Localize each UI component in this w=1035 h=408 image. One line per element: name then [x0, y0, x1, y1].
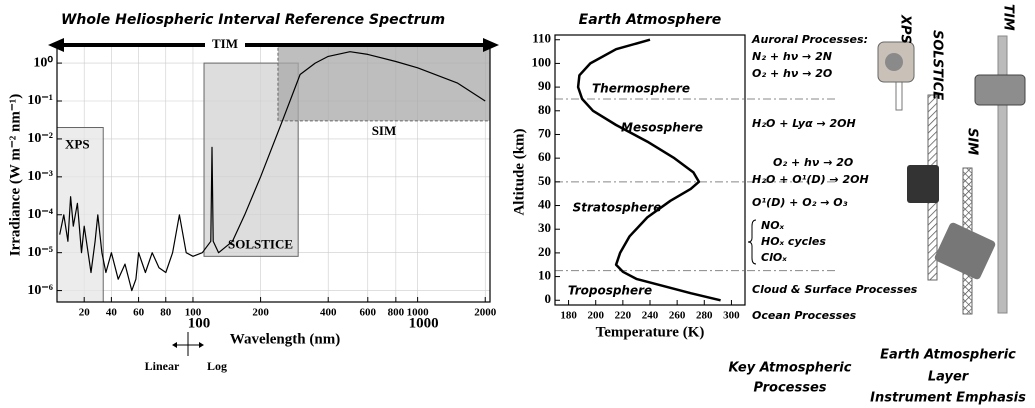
data-line — [576, 38, 721, 302]
instrument-range — [277, 44, 491, 122]
instruments: XPS SOLSTICE SIM TIM Earth Atmospheric L… — [870, 4, 1026, 406]
process: Cloud & Surface Processes — [752, 283, 918, 296]
x-tick-label: 300 — [723, 310, 740, 322]
instrument-label: SIM — [965, 128, 980, 155]
data-line — [59, 51, 486, 292]
x-tick-label: 200 — [252, 307, 269, 319]
y-tick-label: 40 — [538, 197, 551, 212]
chart-title: Whole Heliospheric Interval Reference Sp… — [61, 12, 445, 28]
x-tick-label: 600 — [360, 307, 377, 319]
x-tick-label: 400 — [320, 307, 337, 319]
plot-area — [555, 35, 745, 305]
y-tick-label: 10⁻³ — [27, 169, 53, 184]
process: Auroral Processes: — [751, 33, 868, 46]
sim-photo — [934, 222, 996, 280]
y-tick-label: 20 — [538, 244, 551, 259]
y-tick-label: 10⁻⁶ — [27, 283, 53, 298]
instrument-label: SOLSTICE — [930, 30, 945, 100]
x-tick-label: 1000 — [407, 307, 430, 319]
process: N₂ + hν → 2N — [752, 50, 832, 63]
process: O₂ + hν → 2O — [773, 156, 853, 169]
x-tick-label: 800 — [388, 307, 405, 319]
x-tick-label: 80 — [160, 307, 172, 319]
y-tick-label: 100 — [532, 54, 552, 69]
x-tick-label: 40 — [106, 307, 118, 319]
y-tick-label: 10 — [538, 268, 551, 283]
caption: Instrument Emphasis — [870, 391, 1026, 406]
y-axis-label: Altitude (km) — [511, 128, 527, 215]
brace — [747, 219, 757, 265]
y-tick-label: 10⁰ — [33, 55, 53, 70]
atmosphere-chart: 180 200 220 240 260 280 300 0 10 20 30 40 50 60 70 80 90… — [511, 12, 835, 340]
scale-note: Log — [207, 359, 227, 373]
caption: Processes — [753, 381, 826, 396]
range-label: SOLSTICE — [228, 236, 293, 251]
y-axis-label: Irradiance (W m⁻² nm⁻¹) — [7, 94, 23, 256]
caption: Earth Atmospheric — [880, 348, 1016, 363]
y-tick-label: 30 — [538, 220, 551, 235]
process: HOₓ cycles — [761, 235, 826, 248]
x-tick-label: 200 — [587, 310, 604, 322]
y-tick-label: 90 — [538, 78, 551, 93]
x-axis-label: Wavelength (nm) — [230, 331, 340, 347]
x-tick-label: 60 — [133, 307, 145, 319]
y-tick-label: 80 — [538, 102, 551, 117]
process: H₂O + O¹(D) → 2OH — [752, 173, 869, 186]
x-axis-label: Temperature (K) — [596, 324, 705, 340]
chart-title: Earth Atmosphere — [579, 12, 722, 28]
x-tick-label: 260 — [669, 310, 686, 322]
y-tick-label: 10⁻² — [27, 131, 53, 146]
tim-photo — [974, 74, 1026, 106]
y-tick-label: 110 — [532, 31, 551, 46]
process: NOₓ — [761, 219, 785, 232]
process: Ocean Processes — [752, 309, 857, 322]
layer-label: Mesosphere — [621, 121, 703, 135]
instrument-label: TIM — [1001, 4, 1016, 31]
plot: 180 200 220 240 260 280 300 0 10 20 30 40 50 60 70 80 90… — [532, 31, 835, 322]
x-major-label: 100 — [188, 315, 211, 331]
y-tick-label: 70 — [538, 125, 551, 140]
caption: Layer — [928, 370, 970, 385]
x-tick-label: 220 — [615, 310, 632, 322]
x-tick-label: 180 — [560, 310, 577, 322]
caption: Key Atmospheric — [729, 361, 852, 376]
range-label: SIM — [372, 123, 397, 138]
process: ClOₓ — [761, 251, 787, 264]
y-tick-label: 10⁻⁴ — [27, 207, 53, 222]
layer-label: Stratosphere — [573, 201, 662, 215]
x-tick-label: 20 — [79, 307, 91, 319]
process: H₂O + Lyα → 2OH — [752, 117, 856, 130]
y-tick-label: 10⁻⁵ — [27, 245, 53, 260]
tim-label: TIM — [212, 36, 238, 51]
instrument-label: XPS — [898, 14, 913, 44]
y-tick-label: 10⁻¹ — [27, 93, 53, 108]
process: O¹(D) + O₂ → O₃ — [752, 196, 848, 209]
x-major-label: 1000 — [409, 315, 439, 331]
tim-label-bg — [205, 38, 245, 52]
x-tick-label: 2000 — [474, 307, 497, 319]
x-tick-label: 240 — [642, 310, 659, 322]
instrument-range — [56, 127, 104, 303]
tim-bar — [997, 35, 1008, 314]
xps-photo-detail — [885, 53, 903, 71]
y-tick-label: 0 — [545, 291, 552, 306]
x-tick-label: 100 — [185, 307, 202, 319]
scale-note: Linear — [145, 359, 180, 373]
process: O₂ + hν → 2O — [752, 67, 832, 80]
x-tick-label: 280 — [696, 310, 713, 322]
layer-label: Troposphere — [568, 284, 652, 298]
solstice-photo — [907, 165, 939, 203]
range-label: XPS — [65, 136, 90, 151]
y-tick-label: 60 — [538, 149, 551, 164]
processes: Key Atmospheric Processes Auroral Proces… — [729, 33, 918, 396]
y-tick-label: 50 — [538, 173, 551, 188]
layer-label: Thermosphere — [592, 82, 690, 96]
